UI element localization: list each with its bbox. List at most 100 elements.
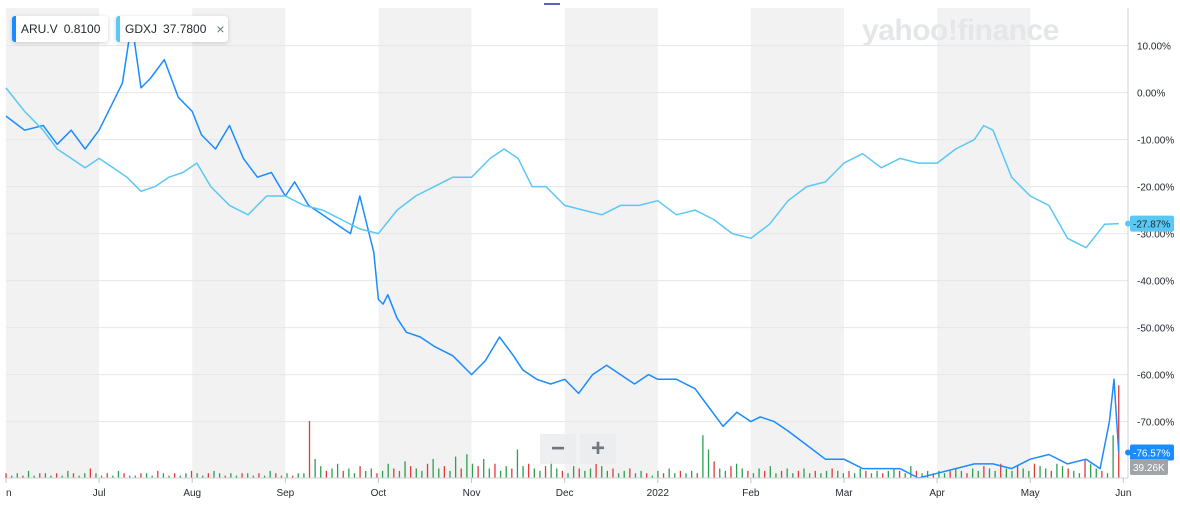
x-tick-label: 2022 [647,488,670,499]
volume-bar [258,473,260,478]
volume-bar [634,473,637,478]
volume-bar [556,468,558,478]
volume-bar [168,475,170,478]
volume-bar [415,468,417,478]
volume-last-tag-bg [1130,459,1168,475]
volume-bar [27,470,30,478]
volume-bar [269,470,271,478]
volume-bar [320,466,322,478]
y-tick-label: -60.00% [1137,371,1174,382]
zoom-out-button[interactable]: − [540,434,576,464]
volume-bar [218,473,221,478]
volume-bar [1118,385,1120,478]
x-tick-label: Sep [276,488,294,499]
y-tick-label: -30.00% [1137,230,1174,241]
volume-bar [1089,463,1092,478]
volume-bar [938,470,940,478]
volume-bar [561,470,564,478]
volume-bar [39,473,41,478]
volume-bar [657,470,659,478]
volume-bar [404,461,406,478]
volume-bar [432,459,434,478]
legend-chip-aru[interactable]: ARU.V 0.8100 [12,16,108,42]
y-tick-label: -70.00% [1137,418,1174,429]
volume-bar [55,473,58,478]
volume-bar [1022,468,1024,478]
volume-bar [567,473,569,478]
volume-bar [292,475,294,478]
series-color-swatch [12,16,16,42]
volume-bars [5,385,1120,478]
legend-value: 37.7800 [163,22,207,36]
volume-bar [471,463,474,478]
x-tick-label: Jul [93,488,106,499]
volume-bar [870,473,873,478]
volume-bar [584,470,586,478]
volume-bar [1045,468,1047,478]
volume-bar [735,463,738,478]
volume-bar [78,475,80,478]
month-bands [6,8,1031,478]
volume-bar [696,473,698,478]
volume-bar [370,468,372,478]
volume-bar [443,466,446,478]
zoom-in-button[interactable]: + [580,434,616,464]
volume-bar [837,470,839,478]
volume-bar [494,463,496,478]
volume-bar [348,468,350,478]
volume-bar [151,475,153,478]
volume-bar [157,470,159,478]
x-tick-label: May [1021,488,1040,499]
last-value-tags: -27.87% -76.57% 39.26K [1125,215,1174,475]
volume-bar [887,470,889,478]
volume-bar [589,468,592,478]
volume-bar [921,473,923,478]
y-axis: 10.00%0.00%-10.00%-20.00%-30.00%-40.00%-… [1127,8,1174,478]
volume-bar [16,473,18,478]
volume-bar [741,468,743,478]
volume-bar [1078,473,1081,478]
volume-bar [275,473,277,478]
volume-bar [629,468,631,478]
volume-bar [140,473,142,478]
volume-bar [190,470,193,478]
y-tick-label: -50.00% [1137,324,1174,335]
volume-bar [1050,470,1052,478]
series-color-swatch [116,16,120,42]
x-tick-label: Feb [742,488,760,499]
y-tick-label: -40.00% [1137,277,1174,288]
yahoo-finance-logo: yahoo!finance [862,14,1059,47]
volume-bar [910,466,912,478]
volume-bar [983,466,985,478]
volume-bar [893,468,895,478]
volume-bar [297,473,299,478]
volume-bar [820,473,822,478]
volume-bar [730,466,732,478]
close-icon[interactable]: × [216,21,225,37]
volume-bar [134,475,136,478]
volume-bar [927,470,929,478]
volume-bar [173,473,176,478]
volume-bar [202,475,204,478]
series-line-gdxj [5,87,1119,249]
volume-bar [241,473,243,478]
volume-bar [477,466,479,478]
volume-bar [454,456,457,478]
volume-bar [814,470,816,478]
volume-bar [426,463,429,478]
volume-bar [977,470,979,478]
legend-chip-gdxj[interactable]: GDXJ 37.7800 × [116,16,228,42]
volume-bar [646,473,648,478]
volume-bar [1067,468,1069,478]
volume-bar [719,468,721,478]
volume-bar [623,470,625,478]
volume-bar [752,473,755,478]
volume-bar [780,470,783,478]
series-lines [5,21,1120,479]
volume-bar [117,470,120,478]
volume-bar [674,473,676,478]
volume-bar [533,468,535,478]
volume-bar [365,470,367,478]
volume-bar [882,473,884,478]
